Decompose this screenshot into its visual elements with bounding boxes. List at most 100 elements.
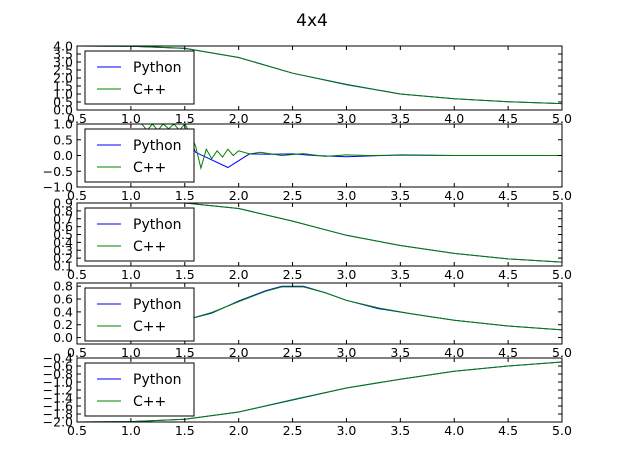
x-tick-label: 3.5	[390, 345, 410, 360]
x-tick-label: 4.5	[498, 345, 518, 360]
x-tick-label: 3.5	[390, 188, 410, 203]
y-tick-label: −0.8	[43, 367, 73, 382]
y-tick-label: −1.6	[43, 399, 73, 414]
y-tick-label: 3.5	[53, 47, 73, 62]
x-tick-label: 2.0	[229, 267, 249, 282]
series-line-cpp	[184, 286, 562, 331]
x-tick-label: 0.5	[67, 267, 87, 282]
subplot-1: 0.5 1.0 1.5 2.0 2.5 3.0 3.5 4.0 4.5 5.00.00.51.01…	[53, 39, 572, 127]
legend-label: C++	[133, 160, 166, 176]
legend-label: Python	[133, 60, 182, 76]
legend-label: Python	[133, 138, 182, 154]
y-tick-label: 0.6	[53, 292, 73, 307]
y-tick-label: 0.5	[53, 227, 73, 242]
x-tick-label: 3.5	[390, 267, 410, 282]
y-tick-label: 0.4	[53, 304, 73, 319]
x-tick-label: 4.0	[444, 188, 464, 203]
legend: Python C++	[84, 287, 195, 342]
legend-box	[84, 287, 195, 342]
y-tick-label: 0.2	[53, 251, 73, 266]
series-line-python	[184, 127, 562, 169]
subplot-3: 0.5 1.0 1.5 2.0 2.5 3.0 3.5 4.0 4.5 5.00.10.20.30…	[53, 196, 572, 283]
y-tick-label: 0.7	[53, 211, 73, 226]
x-tick-label: 2.5	[283, 188, 303, 203]
x-tick-label: 0.5	[67, 188, 87, 203]
x-tick-label: 3.0	[336, 345, 356, 360]
y-tick-label: 0.0	[53, 103, 73, 118]
y-tick-label: 2.5	[53, 63, 73, 78]
x-tick-label: 4.0	[444, 345, 464, 360]
y-tick-label: 4.0	[53, 39, 73, 54]
y-tick-label: −0.6	[43, 359, 73, 374]
axes-frame	[76, 282, 563, 345]
y-tick-label: −1.0	[43, 375, 73, 390]
subplots: 0.5 1.0 1.5 2.0 2.5 3.0 3.5 4.0 4.5 5.00.00.51.01…	[43, 39, 572, 439]
x-tick-label: 3.0	[336, 111, 356, 126]
x-tick-label: 2.0	[229, 423, 249, 438]
y-tick-label: 0.6	[53, 219, 73, 234]
subplot-2: 0.5 1.0 1.5 2.0 2.5 3.0 3.5 4.0 4.5 5.0−1.0−0.50.…	[43, 117, 572, 204]
x-tick-label: 3.0	[336, 267, 356, 282]
y-tick-label: 0.8	[53, 279, 73, 294]
y-tick-label: 0.4	[53, 235, 73, 250]
x-tick-label: 4.0	[444, 267, 464, 282]
x-tick-label: 1.0	[121, 188, 141, 203]
x-tick-label: 4.0	[444, 423, 464, 438]
x-tick-label: 2.0	[229, 345, 249, 360]
subplot-5: 0.5 1.0 1.5 2.0 2.5 3.0 3.5 4.0 4.5 5.0−2.0−1.8−1…	[43, 351, 572, 439]
x-tick-label: 3.5	[390, 111, 410, 126]
legend: Python C++	[84, 207, 195, 262]
y-tick-label: 0.5	[53, 132, 73, 147]
x-tick-label: 2.5	[283, 111, 303, 126]
x-tick-label: 5.0	[552, 188, 572, 203]
series-line-cpp	[77, 46, 562, 105]
y-tick-label: −1.4	[43, 391, 73, 406]
x-tick-label: 3.5	[390, 423, 410, 438]
x-tick-label: 5.0	[552, 345, 572, 360]
x-tick-label: 4.0	[444, 111, 464, 126]
y-tick-label: 0.2	[53, 317, 73, 332]
x-tick-label: 3.0	[336, 423, 356, 438]
legend-box	[84, 50, 195, 105]
y-tick-label: 1.0	[53, 117, 73, 132]
y-tick-label: −1.8	[43, 407, 73, 422]
x-tick-label: 3.0	[336, 188, 356, 203]
x-tick-label: 4.5	[498, 267, 518, 282]
x-tick-label: 1.5	[175, 267, 195, 282]
legend-label: C++	[133, 239, 166, 255]
x-tick-label: 1.0	[121, 423, 141, 438]
legend-label: Python	[133, 372, 182, 388]
x-tick-label: 1.5	[175, 188, 195, 203]
x-tick-label: 1.5	[175, 423, 195, 438]
legend: Python C++	[84, 50, 195, 105]
legend-label: C++	[133, 82, 166, 98]
x-tick-label: 2.0	[229, 111, 249, 126]
x-tick-label: 5.0	[552, 423, 572, 438]
y-tick-label: −2.0	[43, 415, 73, 430]
x-tick-label: 0.5	[67, 423, 87, 438]
x-tick-label: 4.5	[498, 111, 518, 126]
subplot-4: 0.5 1.0 1.5 2.0 2.5 3.0 3.5 4.0 4.5 5.00.00.20.40…	[53, 279, 572, 360]
legend-box	[84, 128, 195, 183]
x-tick-label: 1.5	[175, 345, 195, 360]
y-tick-label: −1.2	[43, 383, 73, 398]
x-tick-label: 1.0	[121, 267, 141, 282]
x-tick-label: 2.0	[229, 188, 249, 203]
y-tick-label: −0.4	[43, 351, 73, 366]
figure-title: 4x4	[296, 11, 328, 31]
y-tick-label: 3.0	[53, 55, 73, 70]
x-tick-label: 1.0	[121, 345, 141, 360]
y-tick-label: 0.5	[53, 95, 73, 110]
legend-label: Python	[133, 217, 182, 233]
legend-box	[84, 207, 195, 262]
x-tick-label: 5.0	[552, 111, 572, 126]
x-tick-label: 1.5	[175, 111, 195, 126]
y-tick-label: 1.0	[53, 87, 73, 102]
x-tick-label: 0.5	[67, 345, 87, 360]
y-tick-label: 0.0	[53, 330, 73, 345]
series-line-cpp	[77, 361, 562, 422]
y-tick-label: 0.3	[53, 243, 73, 258]
y-tick-label: 2.0	[53, 71, 73, 86]
y-tick-label: −1.0	[43, 180, 73, 195]
legend-label: C++	[133, 394, 166, 410]
